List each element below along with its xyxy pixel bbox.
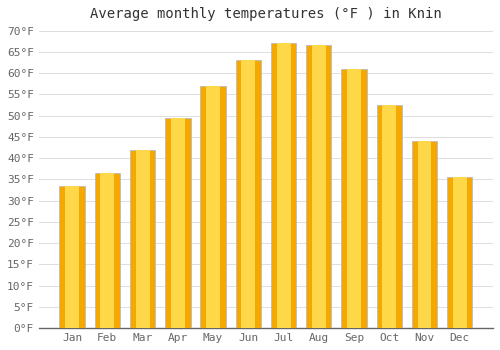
Bar [65,186,79,328]
Bar [171,118,185,328]
Bar [236,60,261,328]
Bar [306,46,332,328]
Bar [382,105,396,328]
Bar [312,46,326,328]
Bar [418,141,432,328]
Bar [452,177,466,328]
Bar [60,186,85,328]
Bar [130,149,156,328]
Bar [165,118,190,328]
Bar [242,60,256,328]
Bar [94,173,120,328]
Bar [412,141,437,328]
Bar [376,105,402,328]
Bar [276,43,290,328]
Title: Average monthly temperatures (°F ) in Knin: Average monthly temperatures (°F ) in Kn… [90,7,442,21]
Bar [136,149,149,328]
Bar [100,173,114,328]
Bar [200,86,226,328]
Bar [347,69,361,328]
Bar [447,177,472,328]
Bar [271,43,296,328]
Bar [206,86,220,328]
Bar [342,69,366,328]
